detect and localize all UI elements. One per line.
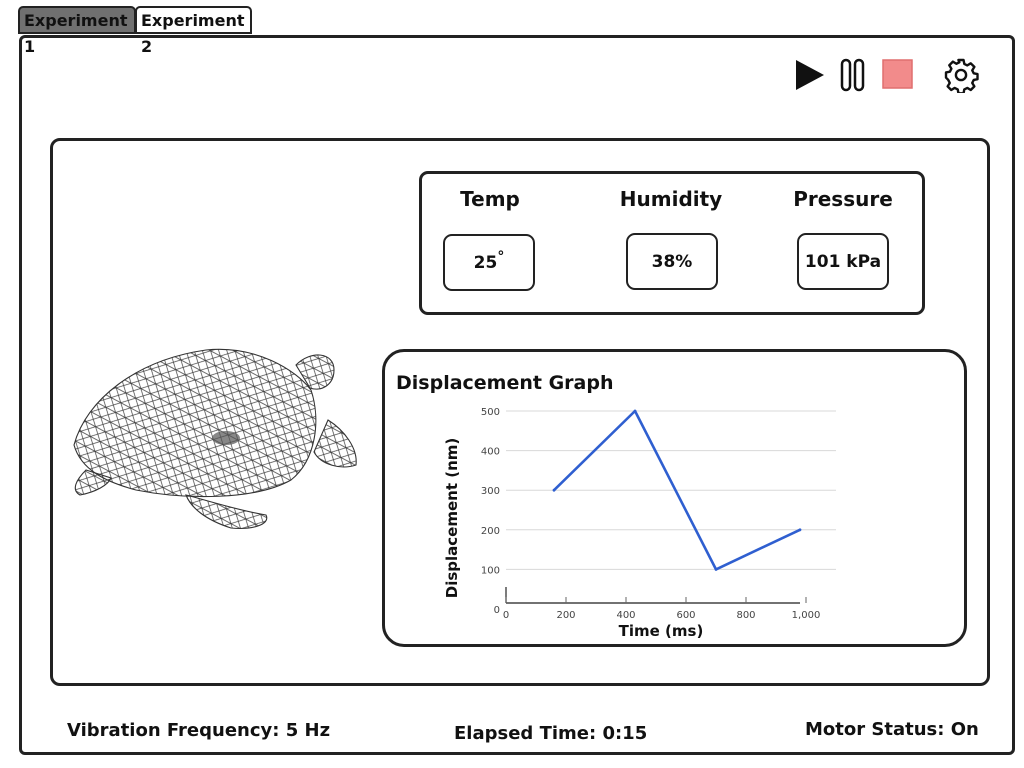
gear-icon[interactable] <box>943 57 979 93</box>
y-tick-label: 100 <box>481 565 500 576</box>
series-line <box>553 409 801 571</box>
temp-value: 25 <box>473 252 498 273</box>
vibration-frequency: Vibration Frequency: 5 Hz <box>67 720 331 741</box>
y-tick-label: 400 <box>481 447 500 458</box>
sensor-readings-panel <box>419 171 925 315</box>
play-icon[interactable] <box>794 58 826 92</box>
x-axis-label: Time (ms) <box>619 622 704 640</box>
x-tick-label: 400 <box>616 610 635 621</box>
graph-panel <box>382 349 967 647</box>
graph-title: Displacement Graph <box>396 372 614 394</box>
wireframe-model <box>73 348 357 529</box>
y-tick-label: 200 <box>481 526 500 537</box>
data-point <box>633 409 637 413</box>
stop-icon[interactable] <box>882 59 914 89</box>
x-tick-label: 1,000 <box>792 610 821 621</box>
elapsed-time: Elapsed Time: 0:15 <box>454 723 648 744</box>
y-tick-label: 500 <box>481 407 500 418</box>
temp-value-box: 25 ° <box>443 234 535 291</box>
x-tick-label: 200 <box>556 610 575 621</box>
displacement-chart: 0 100 200 300 400 500 0 200 400 600 800 1,000 Time (… <box>443 407 836 640</box>
data-point <box>798 528 802 532</box>
pause-icon[interactable] <box>840 58 866 92</box>
x-tick-label: 0 <box>503 610 509 621</box>
temp-unit: ° <box>497 248 505 265</box>
x-tick-label: 600 <box>676 610 695 621</box>
humidity-label: Humidity <box>619 187 723 211</box>
humidity-value: 38% <box>651 251 693 272</box>
y-tick-label: 300 <box>481 486 500 497</box>
data-point <box>552 488 556 492</box>
experiment-panel <box>50 138 990 686</box>
temp-label: Temp <box>460 187 520 211</box>
y-tick-label: 0 <box>494 605 500 616</box>
pressure-value: 101 kPa <box>804 251 882 272</box>
motor-status: Motor Status: On <box>805 719 979 740</box>
y-axis-label: Displacement (nm) <box>443 438 461 598</box>
tab-experiment-1[interactable]: Experiment 1 <box>18 6 136 56</box>
pressure-label: Pressure <box>793 187 893 211</box>
humidity-value-box: 38% <box>626 233 718 290</box>
main-window <box>19 35 1015 755</box>
pressure-value-box: 101 kPa <box>797 233 889 290</box>
data-point <box>714 568 718 571</box>
tab-experiment-2[interactable]: Experiment 2 <box>135 6 252 56</box>
x-tick-label: 800 <box>736 610 755 621</box>
